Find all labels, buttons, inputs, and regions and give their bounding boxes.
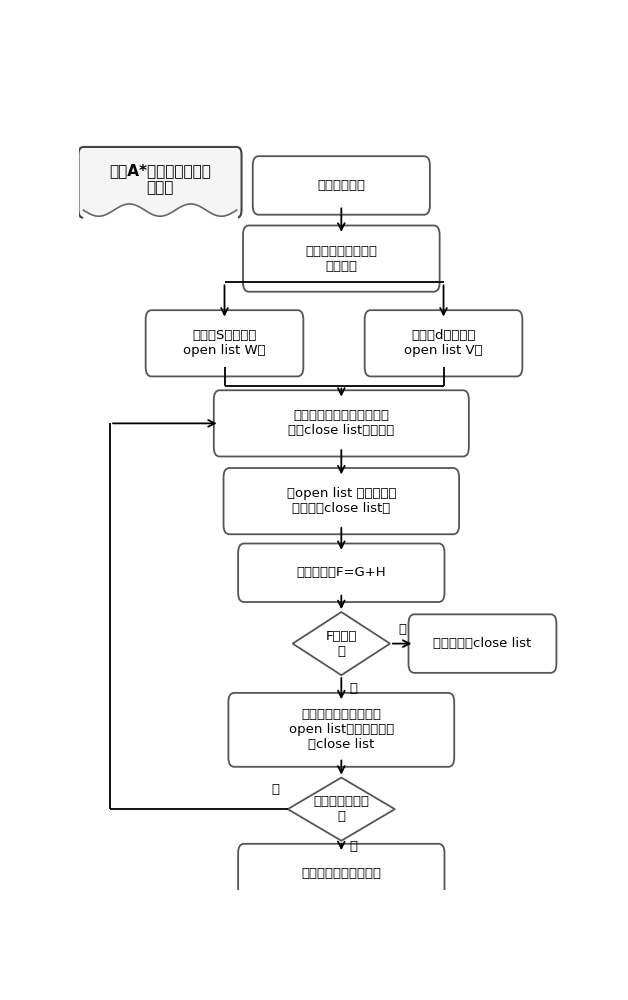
Text: 是: 是	[350, 682, 357, 695]
Text: 把终点d放入逆向
open list V中: 把终点d放入逆向 open list V中	[404, 329, 483, 357]
Text: 是: 是	[350, 840, 357, 853]
FancyBboxPatch shape	[238, 544, 445, 602]
Text: 寻找节点成功并将其从
open list中删除并加入
到close list: 寻找节点成功并将其从 open list中删除并加入 到close list	[289, 708, 394, 751]
Text: 寻找节点周边可达的节点并
跳过close list中的节点: 寻找节点周边可达的节点并 跳过close list中的节点	[288, 409, 394, 437]
Polygon shape	[293, 612, 390, 675]
FancyBboxPatch shape	[78, 147, 242, 218]
Text: 否: 否	[398, 623, 406, 636]
Text: 输入路网数据: 输入路网数据	[317, 179, 365, 192]
Text: 把起点S放入正向
open list W中: 把起点S放入正向 open list W中	[183, 329, 266, 357]
FancyBboxPatch shape	[214, 390, 469, 456]
FancyBboxPatch shape	[408, 614, 556, 673]
Text: 计算该点的F=G+H: 计算该点的F=G+H	[296, 566, 386, 579]
FancyBboxPatch shape	[243, 225, 440, 292]
FancyBboxPatch shape	[365, 310, 522, 376]
Text: 双向A*算法求最短路径
流程图: 双向A*算法求最短路径 流程图	[109, 163, 211, 195]
FancyBboxPatch shape	[252, 156, 430, 215]
Polygon shape	[288, 778, 395, 841]
FancyBboxPatch shape	[224, 468, 459, 534]
Text: 分层算法划分城市路
网成网格: 分层算法划分城市路 网成网格	[305, 245, 377, 273]
Text: 搜索结束输出最终路径: 搜索结束输出最终路径	[301, 867, 381, 880]
Text: 从open list 中删除该点
并加入到close list中: 从open list 中删除该点 并加入到close list中	[286, 487, 396, 515]
Text: F是否最
小: F是否最 小	[325, 630, 357, 658]
FancyBboxPatch shape	[229, 693, 454, 767]
FancyBboxPatch shape	[146, 310, 303, 376]
FancyBboxPatch shape	[238, 844, 445, 902]
Text: 该点加入到close list: 该点加入到close list	[433, 637, 531, 650]
Text: 该点是否为目标
点: 该点是否为目标 点	[313, 795, 369, 823]
Text: 否: 否	[272, 783, 279, 796]
